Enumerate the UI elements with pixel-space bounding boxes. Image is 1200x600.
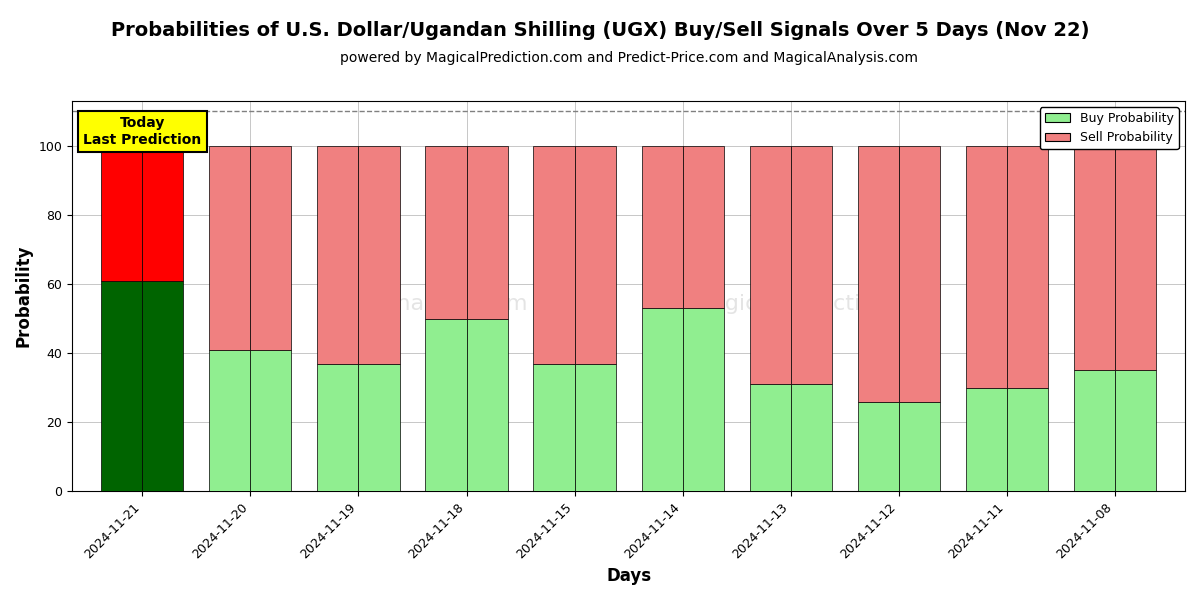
Bar <box>426 146 467 319</box>
Bar <box>575 146 616 364</box>
Bar <box>791 384 832 491</box>
Bar <box>791 146 832 384</box>
X-axis label: Days: Days <box>606 567 652 585</box>
Bar <box>683 308 724 491</box>
Bar <box>858 401 899 491</box>
Bar <box>101 281 143 491</box>
Bar <box>467 146 508 319</box>
Bar <box>426 319 467 491</box>
Bar <box>143 146 184 281</box>
Bar <box>1115 146 1156 370</box>
Bar <box>899 146 940 401</box>
Y-axis label: Probability: Probability <box>16 245 34 347</box>
Bar <box>467 319 508 491</box>
Bar <box>1115 370 1156 491</box>
Bar <box>899 401 940 491</box>
Bar <box>143 281 184 491</box>
Bar <box>534 146 575 364</box>
Bar <box>858 146 899 401</box>
Bar <box>750 384 791 491</box>
Bar <box>359 364 400 491</box>
Bar <box>251 146 292 350</box>
Bar <box>534 364 575 491</box>
Bar <box>642 308 683 491</box>
Legend: Buy Probability, Sell Probability: Buy Probability, Sell Probability <box>1040 107 1178 149</box>
Text: Today
Last Prediction: Today Last Prediction <box>83 116 202 146</box>
Bar <box>575 364 616 491</box>
Bar <box>209 350 251 491</box>
Bar <box>1007 388 1048 491</box>
Bar <box>683 146 724 308</box>
Bar <box>1007 146 1048 388</box>
Bar <box>1074 370 1115 491</box>
Bar <box>318 146 359 364</box>
Bar <box>209 146 251 350</box>
Bar <box>750 146 791 384</box>
Text: Probabilities of U.S. Dollar/Ugandan Shilling (UGX) Buy/Sell Signals Over 5 Days: Probabilities of U.S. Dollar/Ugandan Shi… <box>110 21 1090 40</box>
Bar <box>642 146 683 308</box>
Bar <box>1074 146 1115 370</box>
Text: MagicalPrediction.com: MagicalPrediction.com <box>692 294 943 314</box>
Bar <box>251 350 292 491</box>
Bar <box>966 388 1007 491</box>
Bar <box>318 364 359 491</box>
Title: powered by MagicalPrediction.com and Predict-Price.com and MagicalAnalysis.com: powered by MagicalPrediction.com and Pre… <box>340 51 918 65</box>
Bar <box>359 146 400 364</box>
Bar <box>966 146 1007 388</box>
Text: calAnalysis.com: calAnalysis.com <box>350 294 529 314</box>
Bar <box>101 146 143 281</box>
